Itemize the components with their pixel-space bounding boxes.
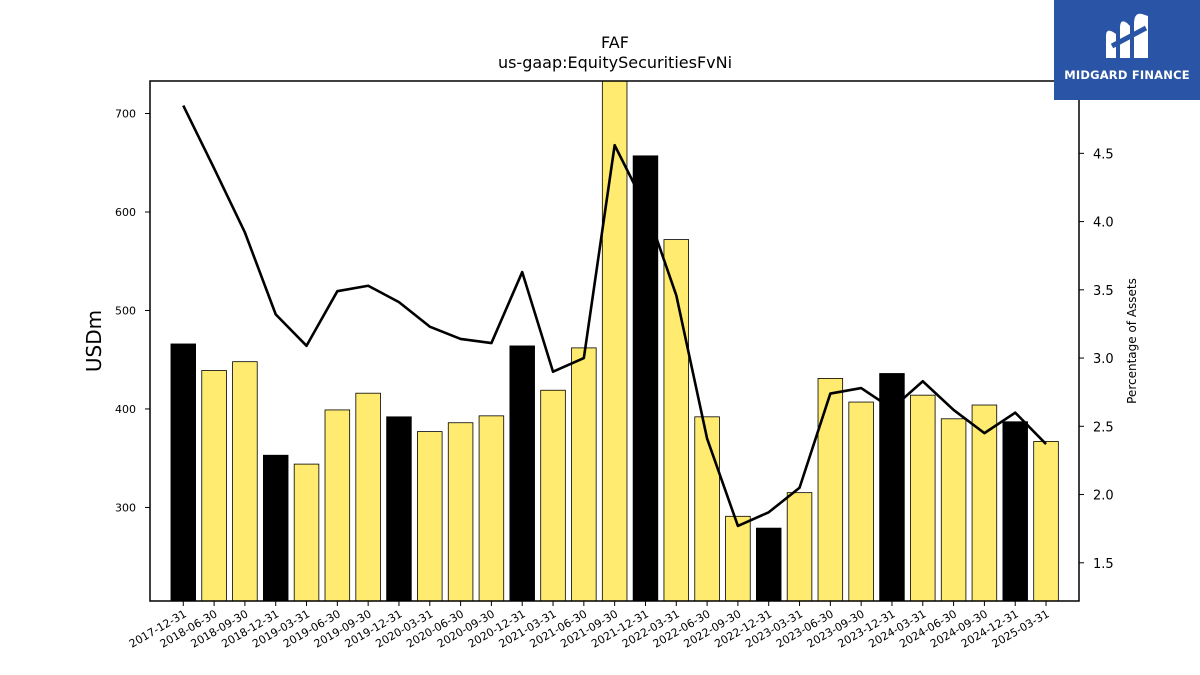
bar-2019-09-30 bbox=[355, 392, 381, 602]
y-axis: 300 400 500 600 700 bbox=[115, 108, 150, 514]
y2-tick-label: 3.5 bbox=[1093, 284, 1114, 299]
bar-2018-06-30 bbox=[201, 370, 227, 602]
y2-tick-label: 2.5 bbox=[1093, 420, 1114, 435]
midgard-finance-logo: MIDGARD FINANCE bbox=[1054, 0, 1200, 100]
bar-2025-03-31 bbox=[1033, 441, 1059, 602]
logo-text: MIDGARD FINANCE bbox=[1064, 68, 1190, 82]
bar-2021-03-31 bbox=[540, 389, 566, 602]
y-axis-label: USDm bbox=[82, 310, 106, 372]
bar-2019-03-31 bbox=[293, 463, 320, 602]
y-tick-label: 300 bbox=[115, 501, 136, 514]
percentage-line bbox=[182, 104, 1047, 528]
line-series bbox=[182, 104, 1047, 528]
midgard-logo-icon bbox=[1106, 13, 1148, 58]
bar-2020-06-30 bbox=[447, 422, 474, 602]
chart-title: FAF bbox=[601, 33, 629, 52]
bar-2019-06-30 bbox=[324, 409, 351, 602]
bar-2023-06-30 bbox=[817, 378, 844, 602]
bar-2024-12-31 bbox=[1002, 421, 1028, 602]
y-tick-label: 600 bbox=[115, 206, 136, 219]
bar-2022-12-31 bbox=[755, 527, 782, 602]
bar-2022-06-30 bbox=[694, 416, 720, 602]
bar-2023-09-30 bbox=[848, 401, 874, 602]
bar-2024-09-30 bbox=[971, 404, 998, 602]
bar-2021-09-30 bbox=[601, 80, 628, 602]
bar-2023-12-31 bbox=[879, 373, 905, 602]
bar-2019-12-31 bbox=[386, 416, 412, 602]
bar-2017-12-31 bbox=[170, 343, 197, 602]
y2-tick-label: 4.0 bbox=[1093, 216, 1114, 231]
y2-tick-label: 4.5 bbox=[1093, 147, 1114, 162]
y2-tick-label: 2.0 bbox=[1093, 489, 1114, 504]
y-tick-label: 700 bbox=[115, 108, 136, 121]
y2-axis: 1.5 2.0 2.5 3.0 3.5 4.0 4.5 bbox=[1079, 147, 1114, 572]
bar-series bbox=[170, 80, 1059, 602]
bar-2024-06-30 bbox=[940, 418, 967, 602]
bar-2022-09-30 bbox=[725, 515, 751, 602]
y2-axis-label: Percentage of Assets bbox=[1125, 278, 1139, 404]
bar-2021-12-31 bbox=[632, 155, 659, 602]
y2-tick-label: 1.5 bbox=[1093, 557, 1114, 572]
bar-2020-03-31 bbox=[417, 431, 443, 602]
bar-2020-09-30 bbox=[478, 415, 505, 602]
y2-tick-label: 3.0 bbox=[1093, 352, 1114, 367]
bar-2024-03-31 bbox=[910, 394, 936, 602]
bar-2020-12-31 bbox=[509, 345, 535, 602]
chart-subtitle: us-gaap:EquitySecuritiesFvNi bbox=[498, 53, 732, 72]
x-axis: 2017-12-312018-06-302018-09-302018-12-31… bbox=[127, 601, 1052, 651]
y-tick-label: 500 bbox=[115, 304, 136, 317]
bar-2023-03-31 bbox=[786, 492, 813, 602]
bar-2018-09-30 bbox=[232, 361, 258, 602]
y-tick-label: 400 bbox=[115, 403, 136, 416]
bar-2021-06-30 bbox=[571, 347, 597, 602]
bar-2018-12-31 bbox=[262, 454, 289, 602]
